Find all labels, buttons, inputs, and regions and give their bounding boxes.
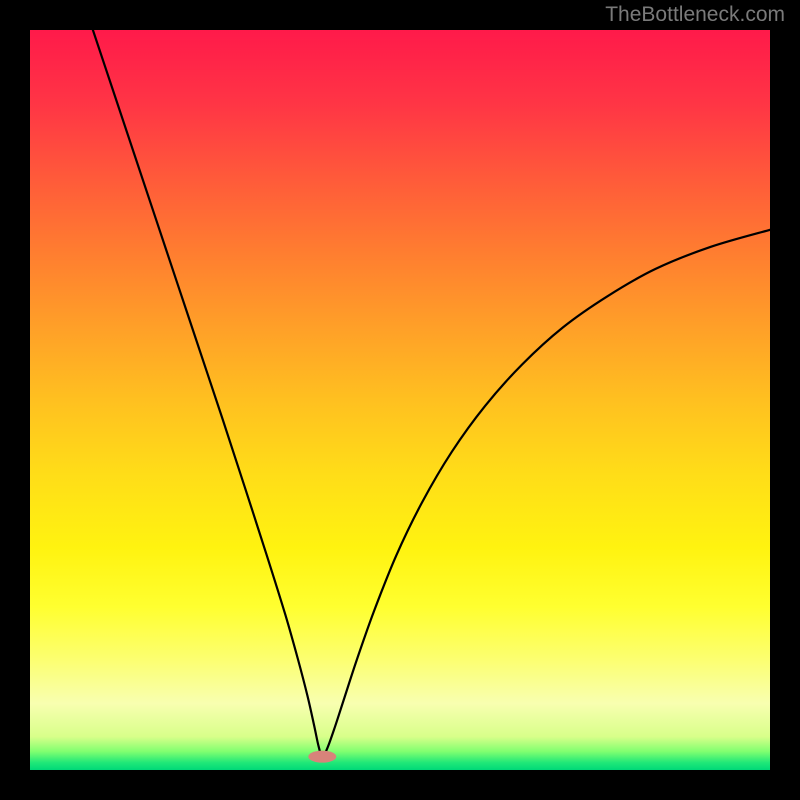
optimal-point-marker xyxy=(308,751,336,763)
watermark-text: TheBottleneck.com xyxy=(605,3,785,27)
chart-background xyxy=(30,30,770,770)
chart-container xyxy=(30,30,770,770)
bottleneck-chart xyxy=(30,30,770,770)
